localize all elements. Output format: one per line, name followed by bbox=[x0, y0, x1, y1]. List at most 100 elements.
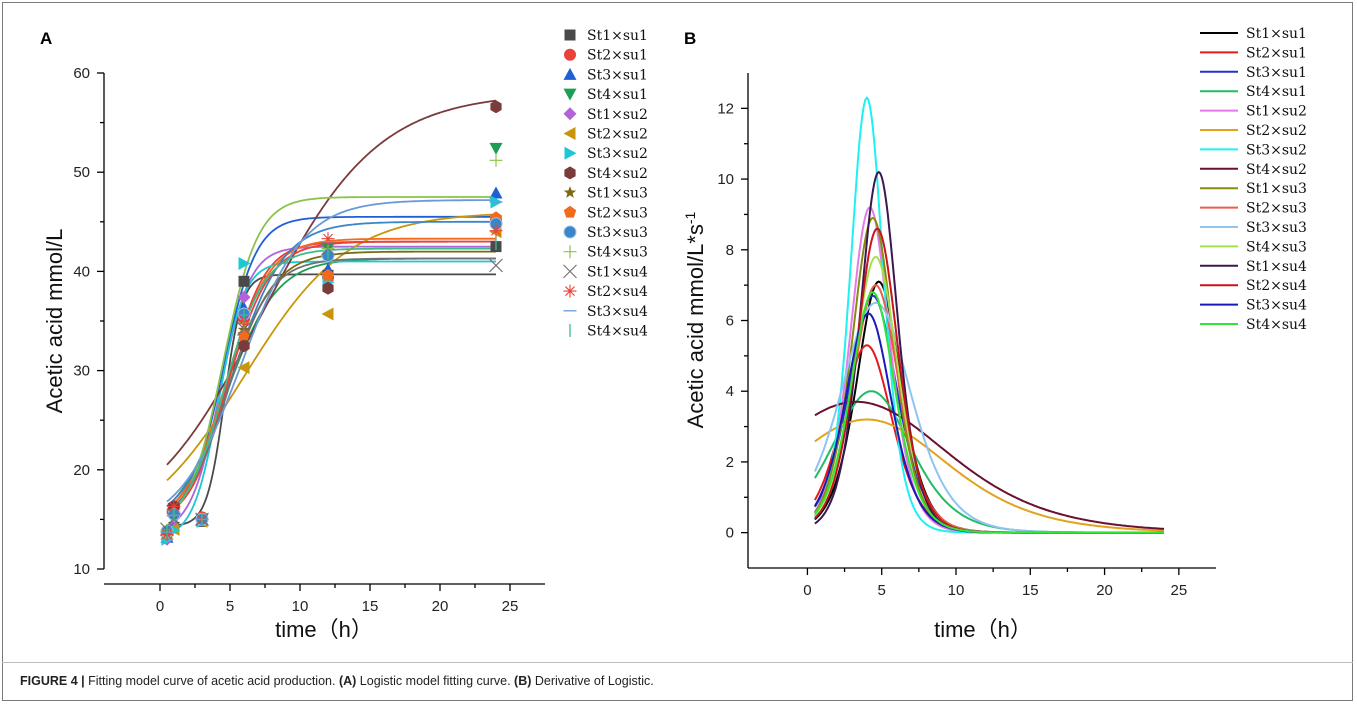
panel-a-x-axis-title: time（h） bbox=[275, 617, 373, 642]
panel-a-y-tick-label: 50 bbox=[73, 164, 90, 181]
legend-label-b-4: St4×su1 bbox=[1246, 84, 1307, 100]
panel-b-x-tick-label: 15 bbox=[1022, 582, 1039, 599]
caption-divider bbox=[2, 662, 1353, 663]
legend-label-b-1: St1×su1 bbox=[1246, 26, 1307, 42]
legend-label-16: St4×su4 bbox=[587, 324, 648, 340]
data-point-s3-6 bbox=[489, 186, 503, 199]
data-point-s13-6 bbox=[489, 258, 503, 273]
legend-label-b-2: St2×su1 bbox=[1246, 45, 1307, 61]
panel-b-x-tick-label: 0 bbox=[803, 582, 811, 599]
series-curve-15 bbox=[166, 199, 496, 503]
figure-caption: FIGURE 4 | Fitting model curve of acetic… bbox=[20, 674, 654, 688]
panel-b-y-tick-label: 8 bbox=[726, 242, 734, 259]
series-curve-16 bbox=[166, 247, 496, 516]
panel-a-x-tick-label: 15 bbox=[362, 598, 379, 615]
data-point-s14-5 bbox=[321, 232, 335, 246]
panel-a-x-tick-label: 25 bbox=[502, 598, 519, 615]
legend-label-b-6: St2×su2 bbox=[1246, 123, 1307, 139]
legend-label-10: St2×su3 bbox=[587, 205, 648, 221]
legend-marker-7 bbox=[564, 146, 577, 160]
legend-label-b-12: St4×su3 bbox=[1246, 239, 1307, 255]
derivative-curve-4 bbox=[814, 390, 1164, 534]
panel-a-x-tick-label: 5 bbox=[226, 598, 234, 615]
legend-label-b-3: St3×su1 bbox=[1246, 65, 1307, 81]
series-curve-12 bbox=[166, 196, 496, 518]
panel-b-y-axis-title-sup: -1 bbox=[682, 211, 698, 224]
caption-b-text: Derivative of Logistic. bbox=[534, 674, 654, 688]
series-curve-8 bbox=[166, 99, 497, 466]
legend-label-11: St3×su3 bbox=[587, 225, 648, 241]
legend-label-7: St3×su2 bbox=[587, 146, 648, 162]
data-point-s8-4 bbox=[238, 339, 250, 353]
panel-b-x-tick-label: 10 bbox=[948, 582, 965, 599]
legend-label-13: St1×su4 bbox=[587, 264, 648, 280]
legend-label-14: St2×su4 bbox=[587, 284, 648, 300]
panel-a-y-tick-label: 30 bbox=[73, 363, 90, 380]
panel-b-legend: St1×su1 St2×su1 St3×su1 St4×su1 St1×su2 St2×s… bbox=[1200, 26, 1307, 333]
legend-label-2: St2×su1 bbox=[587, 48, 648, 64]
legend-marker-12 bbox=[563, 245, 577, 259]
data-point-s6-5 bbox=[321, 307, 334, 321]
data-point-s5-4 bbox=[237, 290, 251, 304]
data-point-s8-6 bbox=[490, 100, 502, 114]
panel-b-y-tick-label: 4 bbox=[726, 383, 734, 400]
data-point-s4-6 bbox=[489, 142, 503, 155]
caption-text: Fitting model curve of acetic acid produ… bbox=[88, 674, 336, 688]
series-curve-13 bbox=[166, 257, 496, 513]
panel-b-y-tick-label: 2 bbox=[726, 454, 734, 471]
legend-marker-13 bbox=[563, 264, 577, 279]
caption-b-label: (B) bbox=[514, 674, 532, 688]
legend-label-b-10: St2×su3 bbox=[1246, 201, 1307, 217]
panel-a-x-tick-label: 0 bbox=[156, 598, 164, 615]
panel-b-x-tick-label: 25 bbox=[1171, 582, 1188, 599]
legend-label-6: St2×su2 bbox=[587, 127, 648, 143]
panel-a-data-points bbox=[160, 100, 503, 546]
panel-b-derivative-curves bbox=[813, 96, 1165, 534]
legend-marker-9 bbox=[563, 186, 577, 198]
legend-label-b-9: St1×su3 bbox=[1246, 181, 1307, 197]
panel-b-y-axis-title-main: Acetic acid mmol/L*s bbox=[683, 224, 708, 428]
legend-label-b-14: St2×su4 bbox=[1246, 278, 1307, 294]
derivative-curve-10 bbox=[814, 284, 1164, 534]
legend-label-8: St4×su2 bbox=[587, 166, 648, 182]
panel-a-y-tick-label: 10 bbox=[73, 561, 90, 578]
data-point-s14-2 bbox=[167, 500, 181, 514]
data-point-s6-4 bbox=[237, 361, 250, 375]
legend-label-b-7: St3×su2 bbox=[1246, 142, 1307, 158]
data-point-s10-5 bbox=[321, 268, 335, 281]
legend-label-b-16: St4×su4 bbox=[1246, 317, 1307, 333]
panel-a-letter: A bbox=[40, 29, 52, 48]
panel-a-x-tick-label: 20 bbox=[432, 598, 449, 615]
panel-a-legend: St1×su1 St2×su1 St3×su1 St4×su1 St1×su2 St2×s… bbox=[563, 28, 648, 340]
legend-marker-2 bbox=[564, 48, 576, 61]
panel-a-y-axis-title: Acetic acid mmol/L bbox=[42, 229, 67, 414]
legend-label-b-13: St1×su4 bbox=[1246, 259, 1307, 275]
derivative-curve-1 bbox=[814, 280, 1164, 534]
panel-b-y-tick-label: 6 bbox=[726, 313, 734, 330]
caption-label: FIGURE 4 | bbox=[20, 674, 85, 688]
legend-marker-11 bbox=[563, 225, 577, 239]
legend-label-4: St4×su1 bbox=[587, 87, 648, 103]
derivative-curve-8 bbox=[814, 400, 1165, 530]
legend-marker-8 bbox=[564, 166, 576, 180]
panel-b-y-tick-label: 0 bbox=[726, 525, 734, 542]
panel-a-y-tick-label: 60 bbox=[73, 65, 90, 82]
panel-a-y-tick-label: 40 bbox=[73, 263, 90, 280]
panel-a-x-tick-label: 10 bbox=[292, 598, 309, 615]
panel-b-axes: 0 5 10 15 20 25 0 2 4 6 8 10 12 bbox=[717, 73, 1216, 599]
legend-label-1: St1×su1 bbox=[587, 28, 648, 44]
derivative-curve-2 bbox=[814, 344, 1164, 534]
series-curve-4 bbox=[166, 257, 496, 508]
legend-label-b-15: St3×su4 bbox=[1246, 298, 1307, 314]
legend-marker-6 bbox=[563, 127, 576, 140]
legend-marker-5 bbox=[563, 107, 577, 121]
legend-label-b-5: St1×su2 bbox=[1246, 104, 1307, 120]
legend-label-b-11: St3×su3 bbox=[1246, 220, 1307, 236]
data-point-s1-4 bbox=[238, 275, 250, 287]
panel-b-y-tick-label: 12 bbox=[717, 100, 734, 117]
panel-b-y-axis-title: Acetic acid mmol/L*s-1 bbox=[682, 211, 708, 428]
legend-label-b-8: St4×su2 bbox=[1246, 162, 1307, 178]
panel-b-x-tick-label: 20 bbox=[1096, 582, 1113, 599]
derivative-curve-3 bbox=[814, 294, 1164, 534]
